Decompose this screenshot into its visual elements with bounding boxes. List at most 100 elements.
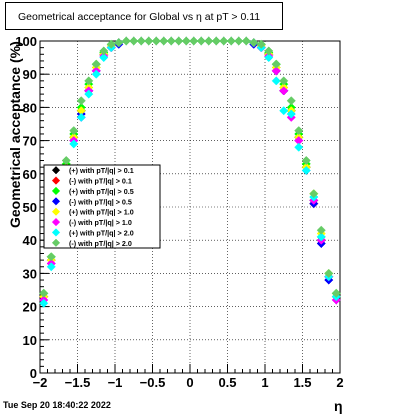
data-point	[159, 36, 169, 46]
data-point	[121, 36, 131, 46]
legend-marker	[51, 217, 61, 227]
legend-entry: (-) with pT/|q| > 0.5	[51, 197, 132, 206]
data-point	[46, 262, 56, 272]
x-tick-label: −2	[33, 375, 48, 390]
legend-box	[43, 164, 161, 249]
data-point	[151, 36, 161, 46]
legend-marker	[51, 207, 61, 216]
legend-marker	[51, 238, 61, 247]
data-point	[76, 112, 86, 122]
data-point	[166, 36, 176, 46]
data-point	[286, 109, 296, 119]
y-tick-label: 60	[23, 167, 37, 182]
data-point	[256, 39, 266, 49]
legend-label: (-) with pT/|q| > 0.5	[69, 197, 132, 206]
legend-entry: (+) with pT/|q| > 1.0	[51, 207, 134, 217]
data-point	[84, 89, 94, 99]
plot-grid	[40, 41, 340, 373]
legend-label: (-) with pT/|q| > 2.0	[69, 239, 132, 248]
data-point	[129, 36, 139, 46]
data-point	[69, 139, 79, 149]
data-point	[279, 106, 289, 116]
legend-marker	[51, 176, 61, 185]
data-point	[234, 36, 244, 46]
data-point	[99, 53, 109, 63]
y-tick-label: 90	[23, 67, 37, 82]
footer-timestamp: Tue Sep 20 18:40:22 2022	[3, 400, 111, 410]
x-tick-label: 1.5	[293, 375, 311, 390]
data-point	[301, 165, 311, 176]
data-point	[279, 76, 289, 86]
data-point	[46, 252, 56, 262]
y-tick-label: 70	[23, 134, 37, 149]
legend-marker	[51, 166, 61, 175]
legend-label: (+) with pT/|q| > 0.5	[69, 187, 134, 196]
legend-label: (+) with pT/|q| > 2.0	[69, 228, 134, 237]
x-tick-label: −1	[108, 375, 123, 390]
data-point	[301, 155, 311, 166]
data-point	[84, 76, 94, 86]
data-point	[271, 59, 281, 69]
x-tick-label: 2	[336, 375, 343, 390]
y-tick-label: 80	[23, 100, 37, 115]
data-point	[271, 66, 281, 76]
x-tick-label: −1.5	[65, 375, 91, 390]
data-point	[271, 76, 281, 86]
data-point	[286, 96, 296, 106]
legend-marker	[51, 228, 61, 237]
data-point	[264, 53, 274, 63]
data-point	[174, 36, 184, 46]
data-point	[294, 126, 304, 136]
y-tick-label: 50	[23, 200, 37, 215]
data-point	[136, 36, 146, 46]
legend-label: (+) with pT/|q| > 1.0	[69, 208, 134, 217]
data-point	[204, 36, 214, 46]
y-tick-label: 20	[23, 300, 37, 315]
data-point	[309, 189, 319, 199]
data-point	[316, 225, 326, 235]
x-tick-label: 1	[261, 375, 268, 390]
legend-entry: (+) with pT/|q| > 0.5	[51, 186, 134, 196]
chart-title: Geometrical acceptance for Global vs η a…	[5, 2, 283, 30]
y-tick-label: 40	[23, 233, 37, 248]
x-axis-label: η	[334, 398, 343, 414]
y-tick-label: 100	[15, 34, 37, 49]
y-tick-label: 30	[23, 266, 37, 281]
legend-label: (-) with pT/|q| > 1.0	[69, 218, 132, 227]
legend-entry: (-) with pT/|q| > 1.0	[51, 217, 132, 227]
data-point	[189, 36, 199, 46]
data-point	[279, 86, 289, 96]
y-axis-label: Geometrical acceptance (%)	[7, 41, 23, 228]
data-point	[114, 38, 124, 48]
legend-entry: (-) with pT/|q| > 0.1	[51, 176, 132, 186]
data-point	[241, 36, 251, 46]
data-point	[249, 38, 259, 48]
legend-entry: (+) with pT/|q| > 0.1	[51, 166, 134, 175]
data-point	[99, 46, 109, 56]
data-point	[91, 59, 101, 69]
y-tick-label: 0	[30, 366, 37, 381]
data-point	[39, 298, 49, 308]
data-point	[106, 39, 116, 49]
legend-label: (+) with pT/|q| > 0.1	[69, 166, 134, 175]
data-point	[294, 142, 304, 152]
data-point	[144, 36, 154, 46]
data-point	[331, 288, 341, 298]
legend-entry: (-) with pT/|q| > 2.0	[51, 238, 132, 248]
legend-marker	[51, 186, 61, 196]
legend-entry: (+) with pT/|q| > 2.0	[51, 228, 134, 237]
data-point	[211, 36, 221, 46]
data-point	[264, 46, 274, 56]
data-point	[76, 96, 86, 106]
data-point	[316, 232, 326, 242]
x-tick-label: 0.5	[218, 375, 236, 390]
legend-label: (-) with pT/|q| > 0.1	[69, 177, 132, 186]
data-point	[226, 36, 236, 46]
data-point	[181, 36, 191, 46]
data-point	[91, 69, 101, 79]
x-tick-label: 0	[186, 375, 193, 390]
data-point	[324, 268, 334, 278]
plot-axes: −2 −1.5 −1 −0.5 0 0.5 1 1.5 20102030405060708090…	[15, 34, 343, 390]
data-point	[69, 126, 79, 136]
